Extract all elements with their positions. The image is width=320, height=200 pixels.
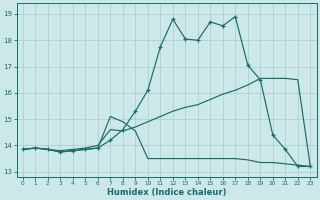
X-axis label: Humidex (Indice chaleur): Humidex (Indice chaleur) [107, 188, 226, 197]
